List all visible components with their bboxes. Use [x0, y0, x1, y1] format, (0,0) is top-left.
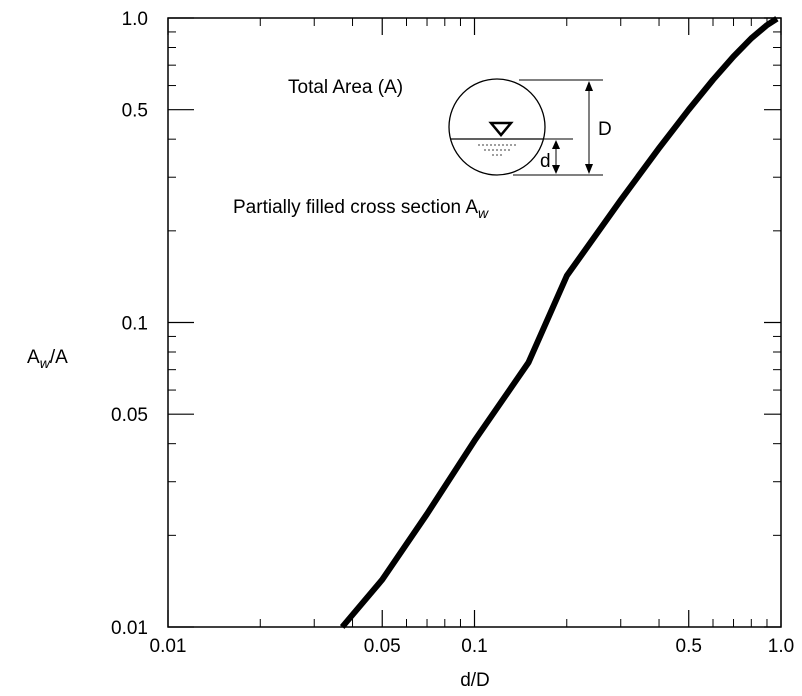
x-tick-label: 0.1: [461, 636, 487, 657]
diameter-label: D: [598, 119, 612, 140]
x-axis-title: d/D: [460, 670, 490, 691]
pipe-circle: [448, 78, 546, 176]
y-axis-title: Aw/A: [27, 347, 68, 371]
y-tick-label: 0.05: [111, 405, 148, 426]
series-layer: [339, 16, 779, 629]
diameter-arrowhead-down-icon: [585, 164, 593, 174]
y-tick-label: 0.01: [111, 618, 148, 639]
x-tick-label: 0.01: [150, 636, 187, 657]
x-tick-label: 0.5: [676, 636, 702, 657]
pipe-cross-section-diagram: Total Area (A) D d Partially filled cros…: [233, 77, 612, 221]
y-tick-label: 0.5: [122, 101, 148, 122]
depth-arrowhead-up-icon: [552, 140, 560, 149]
total-area-label: Total Area (A): [288, 77, 403, 98]
partial-area-label: Partially filled cross section Aw: [233, 197, 489, 221]
y-tick-label: 1.0: [122, 9, 148, 30]
y-axis-title-tail: /A: [50, 347, 68, 368]
water-level-triangle-icon: [488, 121, 514, 137]
partial-area-label-sub: w: [478, 205, 489, 221]
partial-area-label-main: Partially filled cross section A: [233, 197, 478, 218]
series-line: [339, 16, 779, 629]
diameter-arrowhead-up-icon: [585, 81, 593, 91]
depth-arrowhead-down-icon: [552, 165, 560, 174]
y-axis-title-sub: w: [40, 355, 51, 371]
axis-tick-labels: 0.01 0.05 0.1 0.5 1.0 0.01 0.05 0.1 0.5 1.0: [111, 9, 794, 657]
y-tick-label: 0.1: [122, 314, 148, 335]
x-tick-label: 0.05: [364, 636, 401, 657]
y-axis-title-main: A: [27, 347, 40, 368]
x-tick-label: 1.0: [768, 636, 794, 657]
depth-label: d: [540, 151, 551, 172]
